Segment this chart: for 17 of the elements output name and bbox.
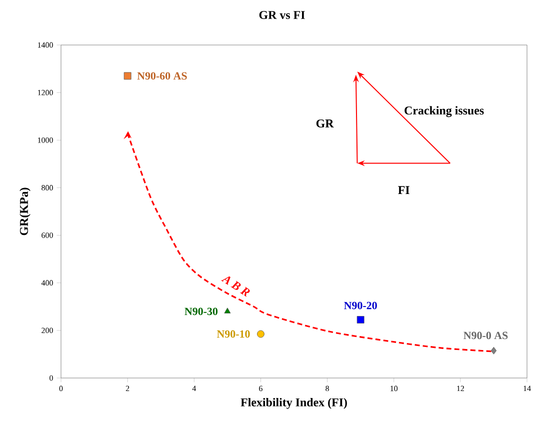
point [356,316,364,324]
y-axis-title: GR(KPa) [20,188,30,236]
point [257,330,264,338]
x-axis-title: Flexibility Index (FI) [240,398,347,409]
point [490,346,497,354]
annotation: GR [316,119,334,128]
chart-title: GR vs FI [259,10,305,20]
series-label: N90-60 AS [137,72,187,80]
series-label: N90-0 AS [464,332,508,340]
series-label: N90-30 [184,308,218,316]
annotation: FI [398,186,410,194]
point [224,308,231,314]
series-label: N90-10 [216,330,250,338]
point [124,72,132,80]
annotation: Cracking issues [404,106,484,118]
text: A B R [221,276,250,297]
series-label: N90-20 [344,302,377,310]
